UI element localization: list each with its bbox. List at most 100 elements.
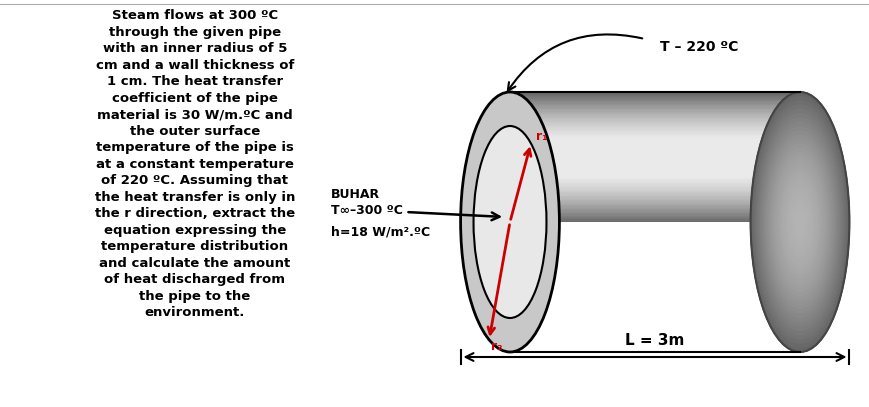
Polygon shape: [509, 125, 799, 126]
Ellipse shape: [773, 153, 826, 291]
Polygon shape: [509, 178, 799, 179]
Ellipse shape: [776, 161, 822, 283]
Polygon shape: [509, 156, 799, 157]
Polygon shape: [509, 214, 799, 215]
Ellipse shape: [768, 140, 831, 304]
Polygon shape: [509, 218, 799, 219]
Polygon shape: [509, 213, 799, 214]
Polygon shape: [509, 199, 799, 200]
Polygon shape: [509, 136, 799, 138]
Polygon shape: [509, 219, 799, 221]
Polygon shape: [509, 179, 799, 180]
Polygon shape: [509, 164, 799, 165]
Ellipse shape: [783, 179, 815, 265]
Text: Steam flows at 300 ºC
through the given pipe
with an inner radius of 5
cm and a : Steam flows at 300 ºC through the given …: [95, 9, 295, 319]
Polygon shape: [509, 133, 799, 135]
Polygon shape: [509, 107, 799, 109]
Polygon shape: [509, 149, 799, 151]
Polygon shape: [509, 210, 799, 212]
Ellipse shape: [752, 96, 846, 348]
Text: r₁: r₁: [535, 130, 547, 143]
Polygon shape: [509, 182, 799, 183]
Polygon shape: [509, 208, 799, 209]
Polygon shape: [509, 197, 799, 199]
Ellipse shape: [796, 213, 802, 231]
Ellipse shape: [756, 109, 842, 335]
Polygon shape: [509, 151, 799, 152]
Ellipse shape: [766, 136, 832, 309]
Polygon shape: [509, 180, 799, 182]
Polygon shape: [509, 160, 799, 161]
Polygon shape: [509, 193, 799, 195]
Polygon shape: [509, 123, 799, 125]
Polygon shape: [509, 196, 799, 197]
Polygon shape: [509, 177, 799, 178]
Ellipse shape: [785, 183, 814, 261]
Polygon shape: [509, 138, 799, 139]
Text: T∞–300 ºC: T∞–300 ºC: [330, 204, 402, 217]
Ellipse shape: [473, 126, 546, 318]
Ellipse shape: [798, 218, 800, 226]
Polygon shape: [509, 119, 799, 120]
Polygon shape: [509, 162, 799, 164]
Polygon shape: [509, 100, 799, 101]
Ellipse shape: [763, 127, 835, 317]
Text: L = 3m: L = 3m: [625, 333, 684, 348]
Polygon shape: [509, 200, 799, 201]
Polygon shape: [509, 204, 799, 205]
Ellipse shape: [786, 187, 813, 257]
Polygon shape: [509, 103, 799, 104]
Polygon shape: [509, 186, 799, 187]
Ellipse shape: [771, 148, 827, 295]
Polygon shape: [509, 145, 799, 147]
Polygon shape: [509, 184, 799, 186]
Polygon shape: [509, 105, 799, 106]
Ellipse shape: [761, 123, 837, 322]
Polygon shape: [509, 167, 799, 168]
Ellipse shape: [789, 196, 809, 248]
Ellipse shape: [791, 200, 807, 244]
Polygon shape: [509, 206, 799, 208]
Ellipse shape: [753, 101, 846, 344]
Ellipse shape: [750, 92, 848, 352]
Ellipse shape: [794, 209, 804, 235]
Polygon shape: [509, 93, 799, 94]
Polygon shape: [509, 98, 799, 100]
Polygon shape: [509, 112, 799, 113]
Polygon shape: [509, 147, 799, 148]
Text: h=18 W/m².ºC: h=18 W/m².ºC: [330, 225, 429, 239]
Text: r₂: r₂: [491, 340, 502, 353]
Polygon shape: [509, 106, 799, 107]
Ellipse shape: [750, 92, 848, 352]
Polygon shape: [509, 126, 799, 127]
Polygon shape: [509, 188, 799, 190]
Polygon shape: [509, 143, 799, 144]
Polygon shape: [509, 212, 799, 213]
Polygon shape: [509, 109, 799, 110]
Polygon shape: [509, 153, 799, 154]
Polygon shape: [509, 97, 799, 98]
Polygon shape: [509, 174, 799, 175]
Polygon shape: [509, 161, 799, 162]
Polygon shape: [509, 158, 799, 160]
Polygon shape: [509, 135, 799, 136]
Polygon shape: [509, 110, 799, 112]
Polygon shape: [509, 144, 799, 145]
Polygon shape: [509, 203, 799, 204]
Ellipse shape: [754, 105, 844, 339]
Polygon shape: [509, 165, 799, 166]
Polygon shape: [509, 173, 799, 174]
Polygon shape: [509, 175, 799, 177]
Polygon shape: [509, 104, 799, 105]
Polygon shape: [509, 217, 799, 218]
Polygon shape: [509, 94, 799, 96]
Polygon shape: [509, 114, 799, 116]
Ellipse shape: [460, 92, 559, 352]
Polygon shape: [509, 191, 799, 192]
Polygon shape: [509, 92, 799, 93]
Ellipse shape: [779, 170, 819, 274]
Polygon shape: [509, 140, 799, 141]
Polygon shape: [509, 215, 799, 217]
Polygon shape: [509, 187, 799, 188]
Text: BUHAR: BUHAR: [330, 188, 379, 201]
